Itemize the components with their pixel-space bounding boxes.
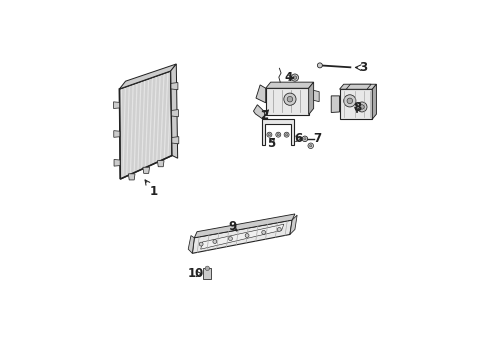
Text: 6: 6	[294, 132, 302, 145]
Text: 1: 1	[145, 180, 158, 198]
Circle shape	[228, 237, 232, 240]
Polygon shape	[201, 224, 284, 249]
Circle shape	[277, 134, 279, 136]
Text: 3: 3	[360, 61, 368, 74]
Polygon shape	[290, 215, 297, 234]
Circle shape	[245, 234, 249, 238]
Circle shape	[284, 93, 296, 105]
Polygon shape	[171, 64, 178, 158]
Polygon shape	[172, 137, 179, 144]
Circle shape	[269, 134, 270, 136]
Text: 8: 8	[353, 101, 361, 114]
Text: 10: 10	[188, 267, 204, 280]
Circle shape	[262, 230, 266, 234]
Polygon shape	[203, 268, 211, 279]
Polygon shape	[346, 84, 371, 89]
Circle shape	[302, 136, 308, 141]
Polygon shape	[253, 105, 265, 119]
Polygon shape	[143, 167, 149, 174]
Polygon shape	[114, 131, 120, 137]
Circle shape	[304, 138, 306, 140]
Circle shape	[347, 98, 353, 104]
Circle shape	[213, 240, 217, 243]
Circle shape	[308, 143, 314, 149]
Text: 5: 5	[267, 137, 275, 150]
Circle shape	[357, 102, 367, 112]
Polygon shape	[266, 82, 314, 88]
Polygon shape	[195, 214, 295, 238]
Circle shape	[277, 228, 281, 231]
Circle shape	[205, 266, 210, 270]
Circle shape	[318, 63, 322, 68]
Polygon shape	[314, 90, 319, 102]
Polygon shape	[309, 82, 314, 114]
Polygon shape	[188, 235, 195, 253]
Polygon shape	[262, 119, 294, 145]
Circle shape	[276, 132, 281, 137]
Polygon shape	[128, 174, 135, 180]
Circle shape	[310, 145, 312, 147]
Polygon shape	[256, 85, 266, 103]
Polygon shape	[114, 102, 120, 108]
Polygon shape	[331, 96, 340, 112]
Circle shape	[293, 76, 296, 79]
Circle shape	[199, 242, 203, 246]
Polygon shape	[340, 89, 372, 119]
Circle shape	[284, 132, 289, 137]
Circle shape	[360, 105, 364, 109]
Circle shape	[286, 134, 288, 136]
Circle shape	[287, 96, 293, 102]
Polygon shape	[340, 84, 376, 89]
Polygon shape	[171, 82, 178, 90]
Text: 7: 7	[313, 132, 321, 145]
Text: 9: 9	[228, 220, 237, 233]
Circle shape	[292, 74, 298, 81]
Polygon shape	[120, 71, 172, 179]
Polygon shape	[120, 64, 176, 89]
Text: 4: 4	[285, 71, 294, 84]
Polygon shape	[372, 84, 376, 119]
Polygon shape	[193, 220, 292, 253]
Polygon shape	[266, 88, 309, 114]
Text: 2: 2	[260, 109, 269, 122]
Polygon shape	[157, 161, 164, 167]
Circle shape	[343, 95, 356, 107]
Polygon shape	[114, 159, 120, 166]
Circle shape	[267, 132, 272, 137]
Polygon shape	[172, 109, 178, 117]
